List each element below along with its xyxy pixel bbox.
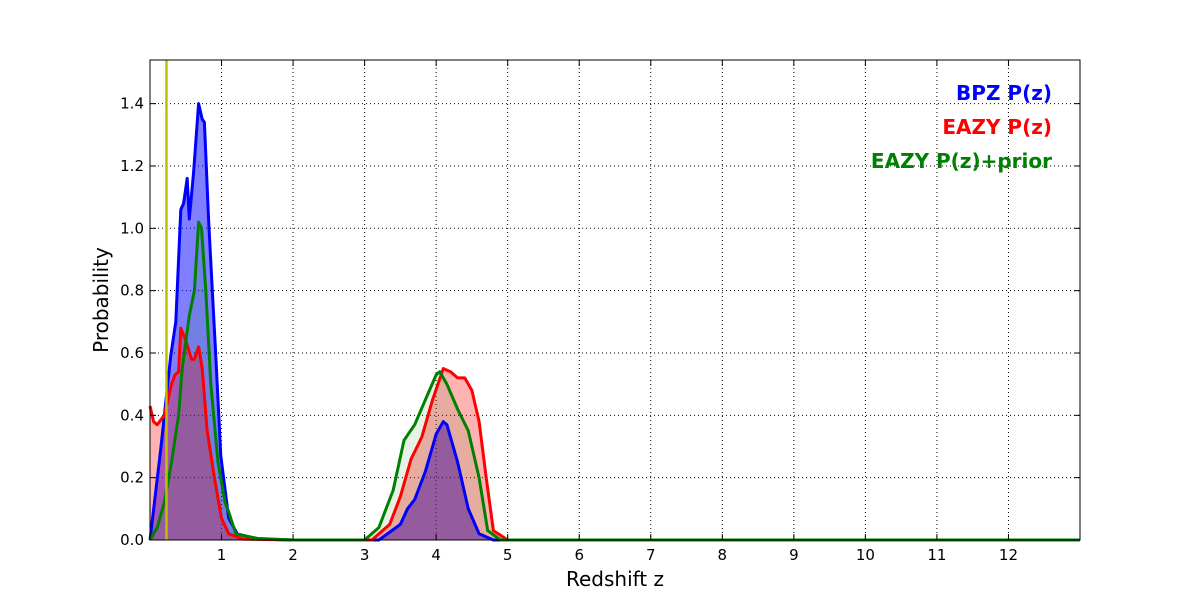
grid: [150, 60, 1080, 541]
x-tick-label: 3: [360, 546, 370, 564]
x-axis-label: Redshift z: [566, 567, 664, 591]
series-fill-2: [150, 222, 1080, 540]
x-tick-label: 12: [999, 546, 1018, 564]
series-lines: [148, 102, 1080, 542]
x-tick-label: 10: [856, 546, 875, 564]
x-tick-label: 5: [503, 546, 513, 564]
y-tick-label: 0.6: [120, 344, 144, 362]
x-tick-label: 6: [574, 546, 584, 564]
x-tick-label: 4: [431, 546, 441, 564]
legend-entry: EAZY P(z): [942, 115, 1052, 139]
x-tick-label: 1: [217, 546, 227, 564]
x-tick-label: 11: [927, 546, 946, 564]
legend-entry: BPZ P(z): [956, 81, 1052, 105]
y-tick-label: 0.2: [120, 469, 144, 487]
legend: BPZ P(z) EAZY P(z) EAZY P(z)+prior: [871, 81, 1052, 173]
series-fill-1: [150, 328, 1080, 540]
y-axis-label: Probability: [89, 247, 113, 353]
x-tick-label: 7: [646, 546, 656, 564]
plot-frame: [149, 59, 1081, 541]
y-tick-label: 1.4: [120, 95, 144, 113]
x-tick-label: 2: [288, 546, 298, 564]
series-line-1: [148, 326, 1080, 542]
ticks: 1 2 3 4 5 6 7 8 9 10 11 120.00.20.40.60.81.01.21.4: [120, 60, 1080, 564]
x-tick-label: 8: [718, 546, 728, 564]
y-tick-label: 0.0: [120, 531, 144, 549]
x-tick-label: 9: [789, 546, 799, 564]
y-tick-label: 0.8: [120, 282, 144, 300]
series-line-2: [148, 220, 1080, 542]
y-tick-label: 1.2: [120, 157, 144, 175]
y-tick-label: 1.0: [120, 219, 144, 237]
legend-entry: EAZY P(z)+prior: [871, 149, 1052, 173]
y-tick-label: 0.4: [120, 406, 144, 424]
